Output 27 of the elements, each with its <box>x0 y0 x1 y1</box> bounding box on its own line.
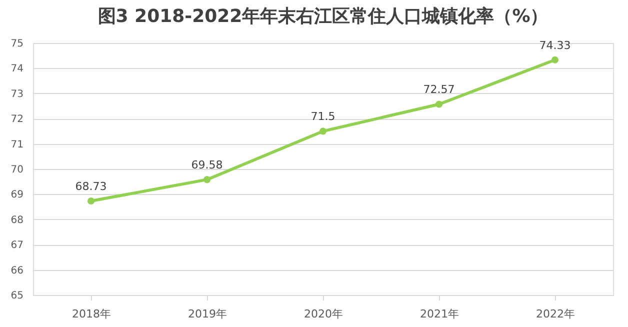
data-label: 68.73 <box>75 180 107 194</box>
y-tick-label: 70 <box>10 164 24 176</box>
point <box>551 56 559 64</box>
y-tick-label: 72 <box>10 114 24 126</box>
y-tick-label: 75 <box>10 38 24 50</box>
point <box>87 197 95 205</box>
y-tick-label: 73 <box>10 88 24 100</box>
y-tick-label: 69 <box>10 190 24 201</box>
data-label: 71.5 <box>310 110 336 124</box>
data-label: 72.57 <box>423 83 455 96</box>
y-tick-label: 65 <box>10 290 24 302</box>
chart-title: 图3 2018-2022年年末右江区常住人口城镇化率（%） <box>98 6 548 27</box>
y-tick-label: 67 <box>10 240 24 252</box>
x-tick-label: 2021年 <box>420 308 459 320</box>
data-label: 74.33 <box>539 38 571 52</box>
x-tick-label: 2022年 <box>536 308 575 320</box>
y-tick-label: 74 <box>10 64 24 75</box>
data-label: 69.58 <box>191 158 223 172</box>
x-tick-label: 2019年 <box>188 308 227 320</box>
y-tick-label: 68 <box>10 214 24 226</box>
point <box>203 176 211 184</box>
point <box>319 128 327 135</box>
y-tick-label: 66 <box>10 265 24 276</box>
y-tick-label: 71 <box>10 139 24 150</box>
point <box>435 100 443 108</box>
x-tick-label: 2020年 <box>304 308 343 320</box>
x-tick-label: 2018年 <box>72 308 111 320</box>
